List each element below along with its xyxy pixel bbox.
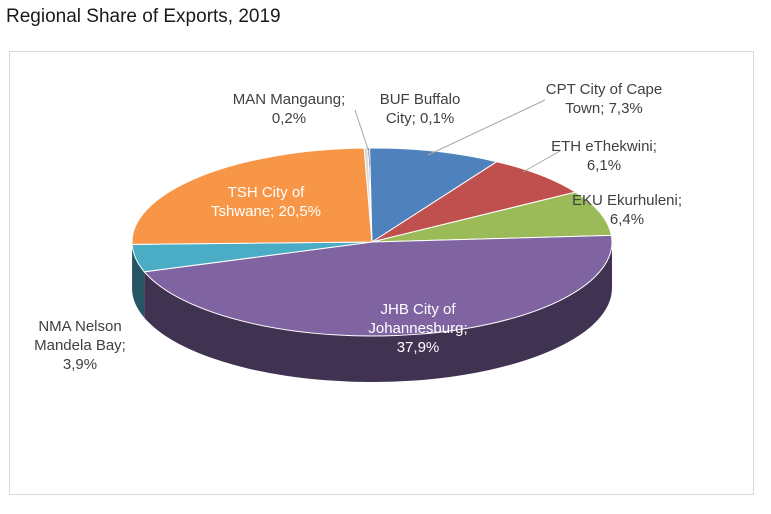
pie-side-nma	[132, 244, 145, 318]
pie-slice-jhb	[143, 234, 613, 337]
data-label-nma: NMA Nelson Mandela Bay; 3,9%	[34, 318, 126, 373]
data-label-jhb: JHB City of Johannesburg; 37,9%	[368, 301, 467, 356]
leader-line-cpt	[427, 99, 546, 156]
pie-slice-eth	[371, 161, 577, 243]
data-label-man: MAN Mangaung; 0,2%	[233, 91, 346, 127]
leader-line-eth	[522, 150, 561, 173]
pie-slice-tsh	[131, 147, 373, 245]
data-label-cpt: CPT City of Cape Town; 7,3%	[546, 81, 662, 117]
pie-slice-eku	[371, 191, 612, 243]
data-label-eth: ETH eThekwini; 6,1%	[551, 138, 657, 174]
pie-top	[131, 147, 613, 337]
data-label-tsh: TSH City of Tshwane; 20,5%	[211, 184, 321, 220]
pie-side-jhb	[144, 242, 613, 383]
leader-line-man	[354, 109, 370, 153]
data-label-buf: BUF Buffalo City; 0,1%	[380, 91, 461, 127]
data-label-eku: EKU Ekurhuleni; 6,4%	[572, 192, 682, 228]
page-title: Regional Share of Exports, 2019	[6, 6, 281, 27]
pie-side-walls	[132, 242, 613, 383]
